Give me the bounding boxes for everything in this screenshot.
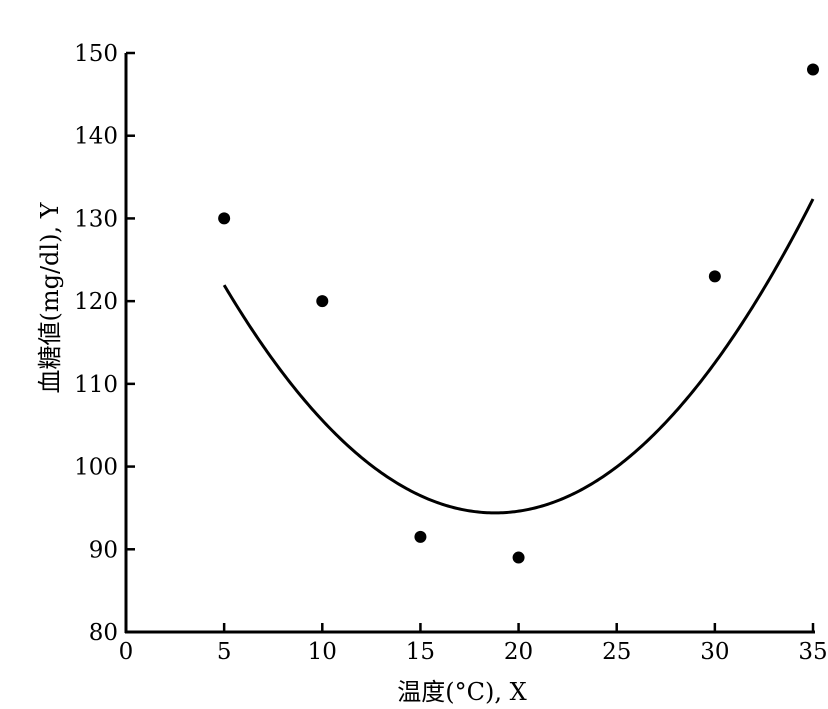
y-tick-label-130: 130: [74, 206, 118, 232]
y-tick-label-110: 110: [74, 372, 118, 398]
data-point-2: [316, 295, 329, 308]
x-axis-label: 温度(°C), X: [397, 678, 526, 706]
y-tick-label-90: 90: [89, 537, 118, 563]
y-axis-label: 血糖値(mg/dl), Y: [36, 201, 64, 393]
x-tick-label-35: 35: [798, 639, 827, 665]
x-tick-label-30: 30: [700, 639, 729, 665]
y-tick-label-100: 100: [74, 455, 118, 481]
axes: [124, 53, 815, 634]
x-tick-label-25: 25: [602, 639, 631, 665]
fit-curve: [222, 198, 815, 515]
data-point-3: [414, 530, 427, 543]
points-layer: [218, 63, 819, 564]
ticks: 80 90 100 110 120 130 140 150 0 5 10 15 20 25 30 35: [74, 41, 828, 665]
y-tick-label-120: 120: [74, 289, 118, 315]
data-point-1: [218, 212, 231, 225]
x-tick-label-15: 15: [406, 639, 435, 665]
x-tick-label-20: 20: [504, 639, 533, 665]
x-tick-label-5: 5: [217, 639, 232, 665]
y-tick-label-140: 140: [74, 124, 118, 150]
x-tick-label-0: 0: [119, 639, 134, 665]
data-point-5: [708, 270, 721, 283]
data-point-4: [512, 551, 525, 564]
data-point-6: [807, 63, 819, 76]
y-tick-label-80: 80: [89, 620, 118, 646]
fit-curve-layer: [222, 198, 815, 515]
x-tick-label-10: 10: [308, 639, 337, 665]
y-tick-label-150: 150: [74, 41, 118, 67]
